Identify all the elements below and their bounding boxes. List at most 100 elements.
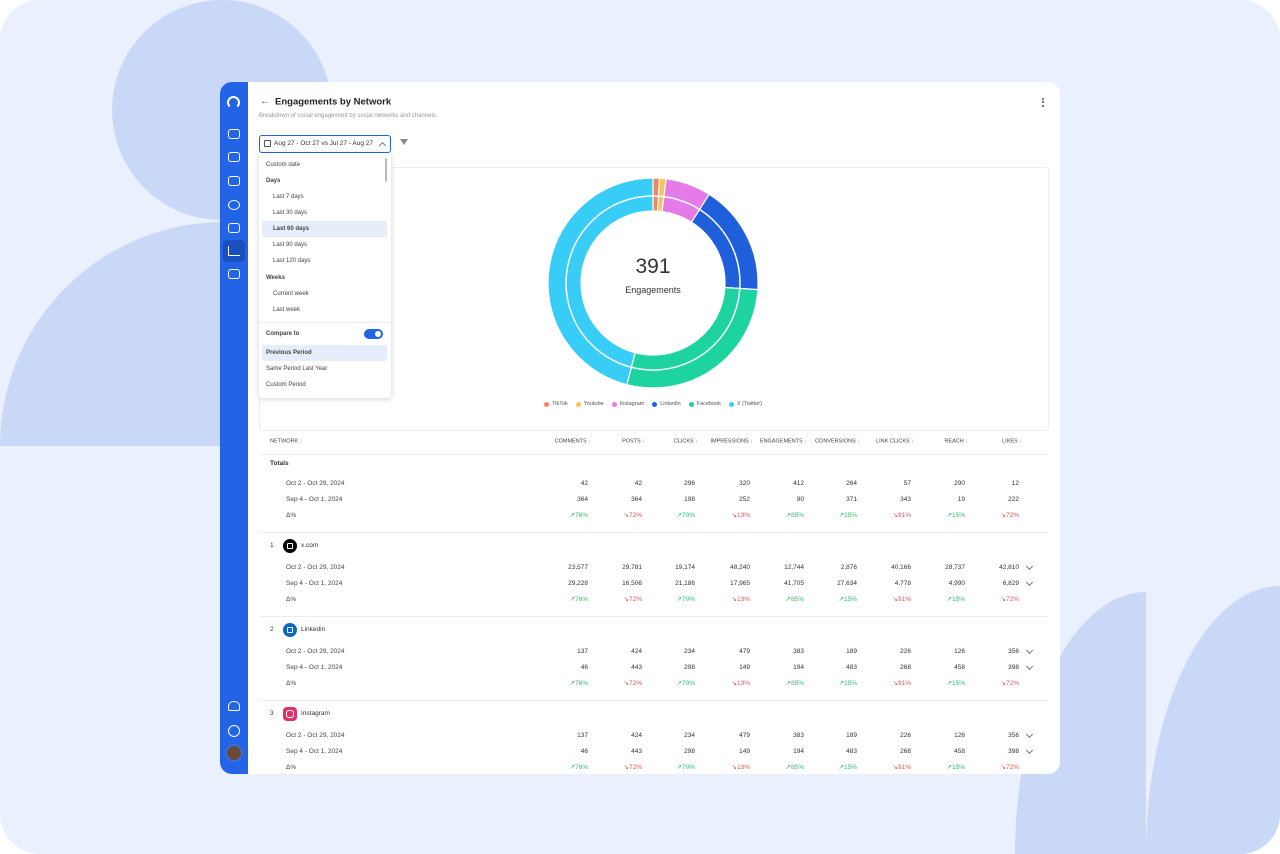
- back-arrow[interactable]: ←: [260, 96, 270, 107]
- network-icon-mark: [286, 710, 294, 718]
- nav-icon[interactable]: [228, 269, 240, 279]
- network-icon-mark: [287, 627, 293, 633]
- delta-cell: 85%: [786, 596, 804, 604]
- expand-chevron[interactable]: [1025, 662, 1034, 671]
- delta-cell: 72%: [624, 512, 642, 520]
- delta-cell: 72%: [624, 680, 642, 688]
- cell: 149: [739, 663, 750, 671]
- expand-chevron[interactable]: [1025, 746, 1034, 755]
- cell: 4,778: [894, 579, 911, 587]
- nav-icon[interactable]: [228, 152, 240, 162]
- legend: TikTok Youtube Instagram Linkedin Facebook X …: [503, 401, 803, 407]
- cell: 194: [793, 747, 804, 755]
- cell: 252: [739, 495, 750, 503]
- donut-segment: [547, 177, 654, 386]
- nav-icon[interactable]: [228, 129, 240, 139]
- menu-item[interactable]: Last 60 days: [273, 226, 310, 232]
- menu-item[interactable]: Last week: [273, 307, 301, 313]
- cell: 458: [954, 747, 965, 755]
- nav-icon[interactable]: [228, 223, 240, 233]
- delta-cell: 72%: [624, 764, 642, 772]
- logo[interactable]: [227, 96, 240, 109]
- delta-label: Δ%: [286, 679, 297, 687]
- menu-item[interactable]: Custom date: [266, 162, 301, 168]
- cell: 17,965: [730, 579, 750, 587]
- cell: 6,829: [1002, 579, 1019, 587]
- notifications-icon[interactable]: [228, 701, 240, 711]
- menu-item[interactable]: Last 7 days: [273, 194, 304, 200]
- period-label: Oct 2 - Oct 29, 2024: [286, 731, 345, 739]
- total-value: 391: [635, 255, 670, 278]
- menu-item[interactable]: Current week: [273, 291, 309, 297]
- cell: 443: [631, 663, 642, 671]
- menu-item[interactable]: Last 30 days: [273, 210, 308, 216]
- expand-chevron[interactable]: [1025, 578, 1034, 587]
- menu-item[interactable]: Previous Period: [266, 350, 312, 356]
- column-header: COMMENTS: [555, 439, 591, 445]
- delta-cell: 85%: [786, 512, 804, 520]
- legend-swatch: [688, 401, 694, 407]
- delta-cell: 85%: [786, 764, 804, 772]
- filter-icon[interactable]: [400, 139, 408, 145]
- network-name: x.com: [301, 541, 319, 549]
- cell: 48,240: [730, 563, 750, 571]
- delta-cell: 13%: [732, 512, 750, 520]
- column-header: CONVERSIONS: [815, 439, 860, 445]
- legend-label: Instagram: [619, 401, 645, 407]
- cell: 320: [739, 479, 750, 487]
- content: ← Engagements by Network Breakdown of so…: [248, 82, 1060, 774]
- delta-cell: 15%: [839, 512, 857, 520]
- cell: 57: [903, 479, 911, 487]
- menu-item[interactable]: Same Period Last Year: [266, 366, 328, 372]
- cell: 12,744: [784, 563, 804, 571]
- cell: 4,990: [948, 579, 965, 587]
- cell: 383: [793, 731, 804, 739]
- cell: 42: [634, 479, 642, 487]
- delta-cell: 70%: [677, 764, 695, 772]
- legend-swatch: [611, 401, 617, 407]
- cell: 42,810: [999, 563, 1019, 571]
- delta-cell: 15%: [839, 680, 857, 688]
- column-header: LIKES: [1002, 439, 1022, 445]
- cell: 90: [796, 495, 804, 503]
- delta-label: Δ%: [286, 595, 297, 603]
- network-name: Instagram: [301, 709, 330, 717]
- toggle[interactable]: [364, 329, 383, 339]
- delta-cell: 15%: [947, 596, 965, 604]
- toggle-knob: [375, 331, 381, 337]
- network-icon: [283, 623, 297, 637]
- cell: 290: [954, 479, 965, 487]
- more-menu[interactable]: [1042, 98, 1044, 107]
- cell: 42: [580, 479, 588, 487]
- expand-chevron[interactable]: [1025, 646, 1034, 655]
- menu-item[interactable]: Custom Period: [266, 382, 306, 388]
- donut-segment: [690, 193, 759, 291]
- nav-icon[interactable]: [228, 246, 240, 256]
- column-header: LINK CLICKS: [876, 439, 914, 445]
- cell: 23,577: [568, 563, 588, 571]
- cell: 356: [1008, 731, 1019, 739]
- selected-bg: [262, 221, 387, 237]
- date-picker[interactable]: [259, 135, 391, 153]
- date-range[interactable]: Aug 27 - Oct 27 vs Jul 27 - Aug 27: [274, 139, 374, 147]
- legend-swatch: [575, 401, 581, 407]
- period-label: Oct 2 - Oct 29, 2024: [286, 479, 345, 487]
- divider: [259, 454, 1048, 455]
- column-header: IMPRESSIONS: [711, 439, 753, 445]
- expand-chevron[interactable]: [1025, 730, 1034, 739]
- expand-chevron[interactable]: [1025, 562, 1034, 571]
- nav-active[interactable]: [223, 240, 245, 262]
- period-label: Sep 4 - Oct 1, 2024: [286, 747, 343, 755]
- menu-item[interactable]: Last 90 days: [273, 242, 308, 248]
- menu-item[interactable]: Last 120 days: [273, 258, 311, 264]
- help-icon[interactable]: [228, 725, 240, 737]
- delta-label: Δ%: [286, 763, 297, 771]
- legend-swatch: [652, 401, 658, 407]
- avatar[interactable]: [225, 744, 243, 762]
- legend-label: Facebook: [696, 401, 721, 407]
- network-icon-mark: [287, 543, 293, 549]
- donut-chart: 391 Engagements: [547, 177, 759, 389]
- nav-icon[interactable]: [228, 200, 240, 210]
- nav-icon[interactable]: [228, 176, 240, 186]
